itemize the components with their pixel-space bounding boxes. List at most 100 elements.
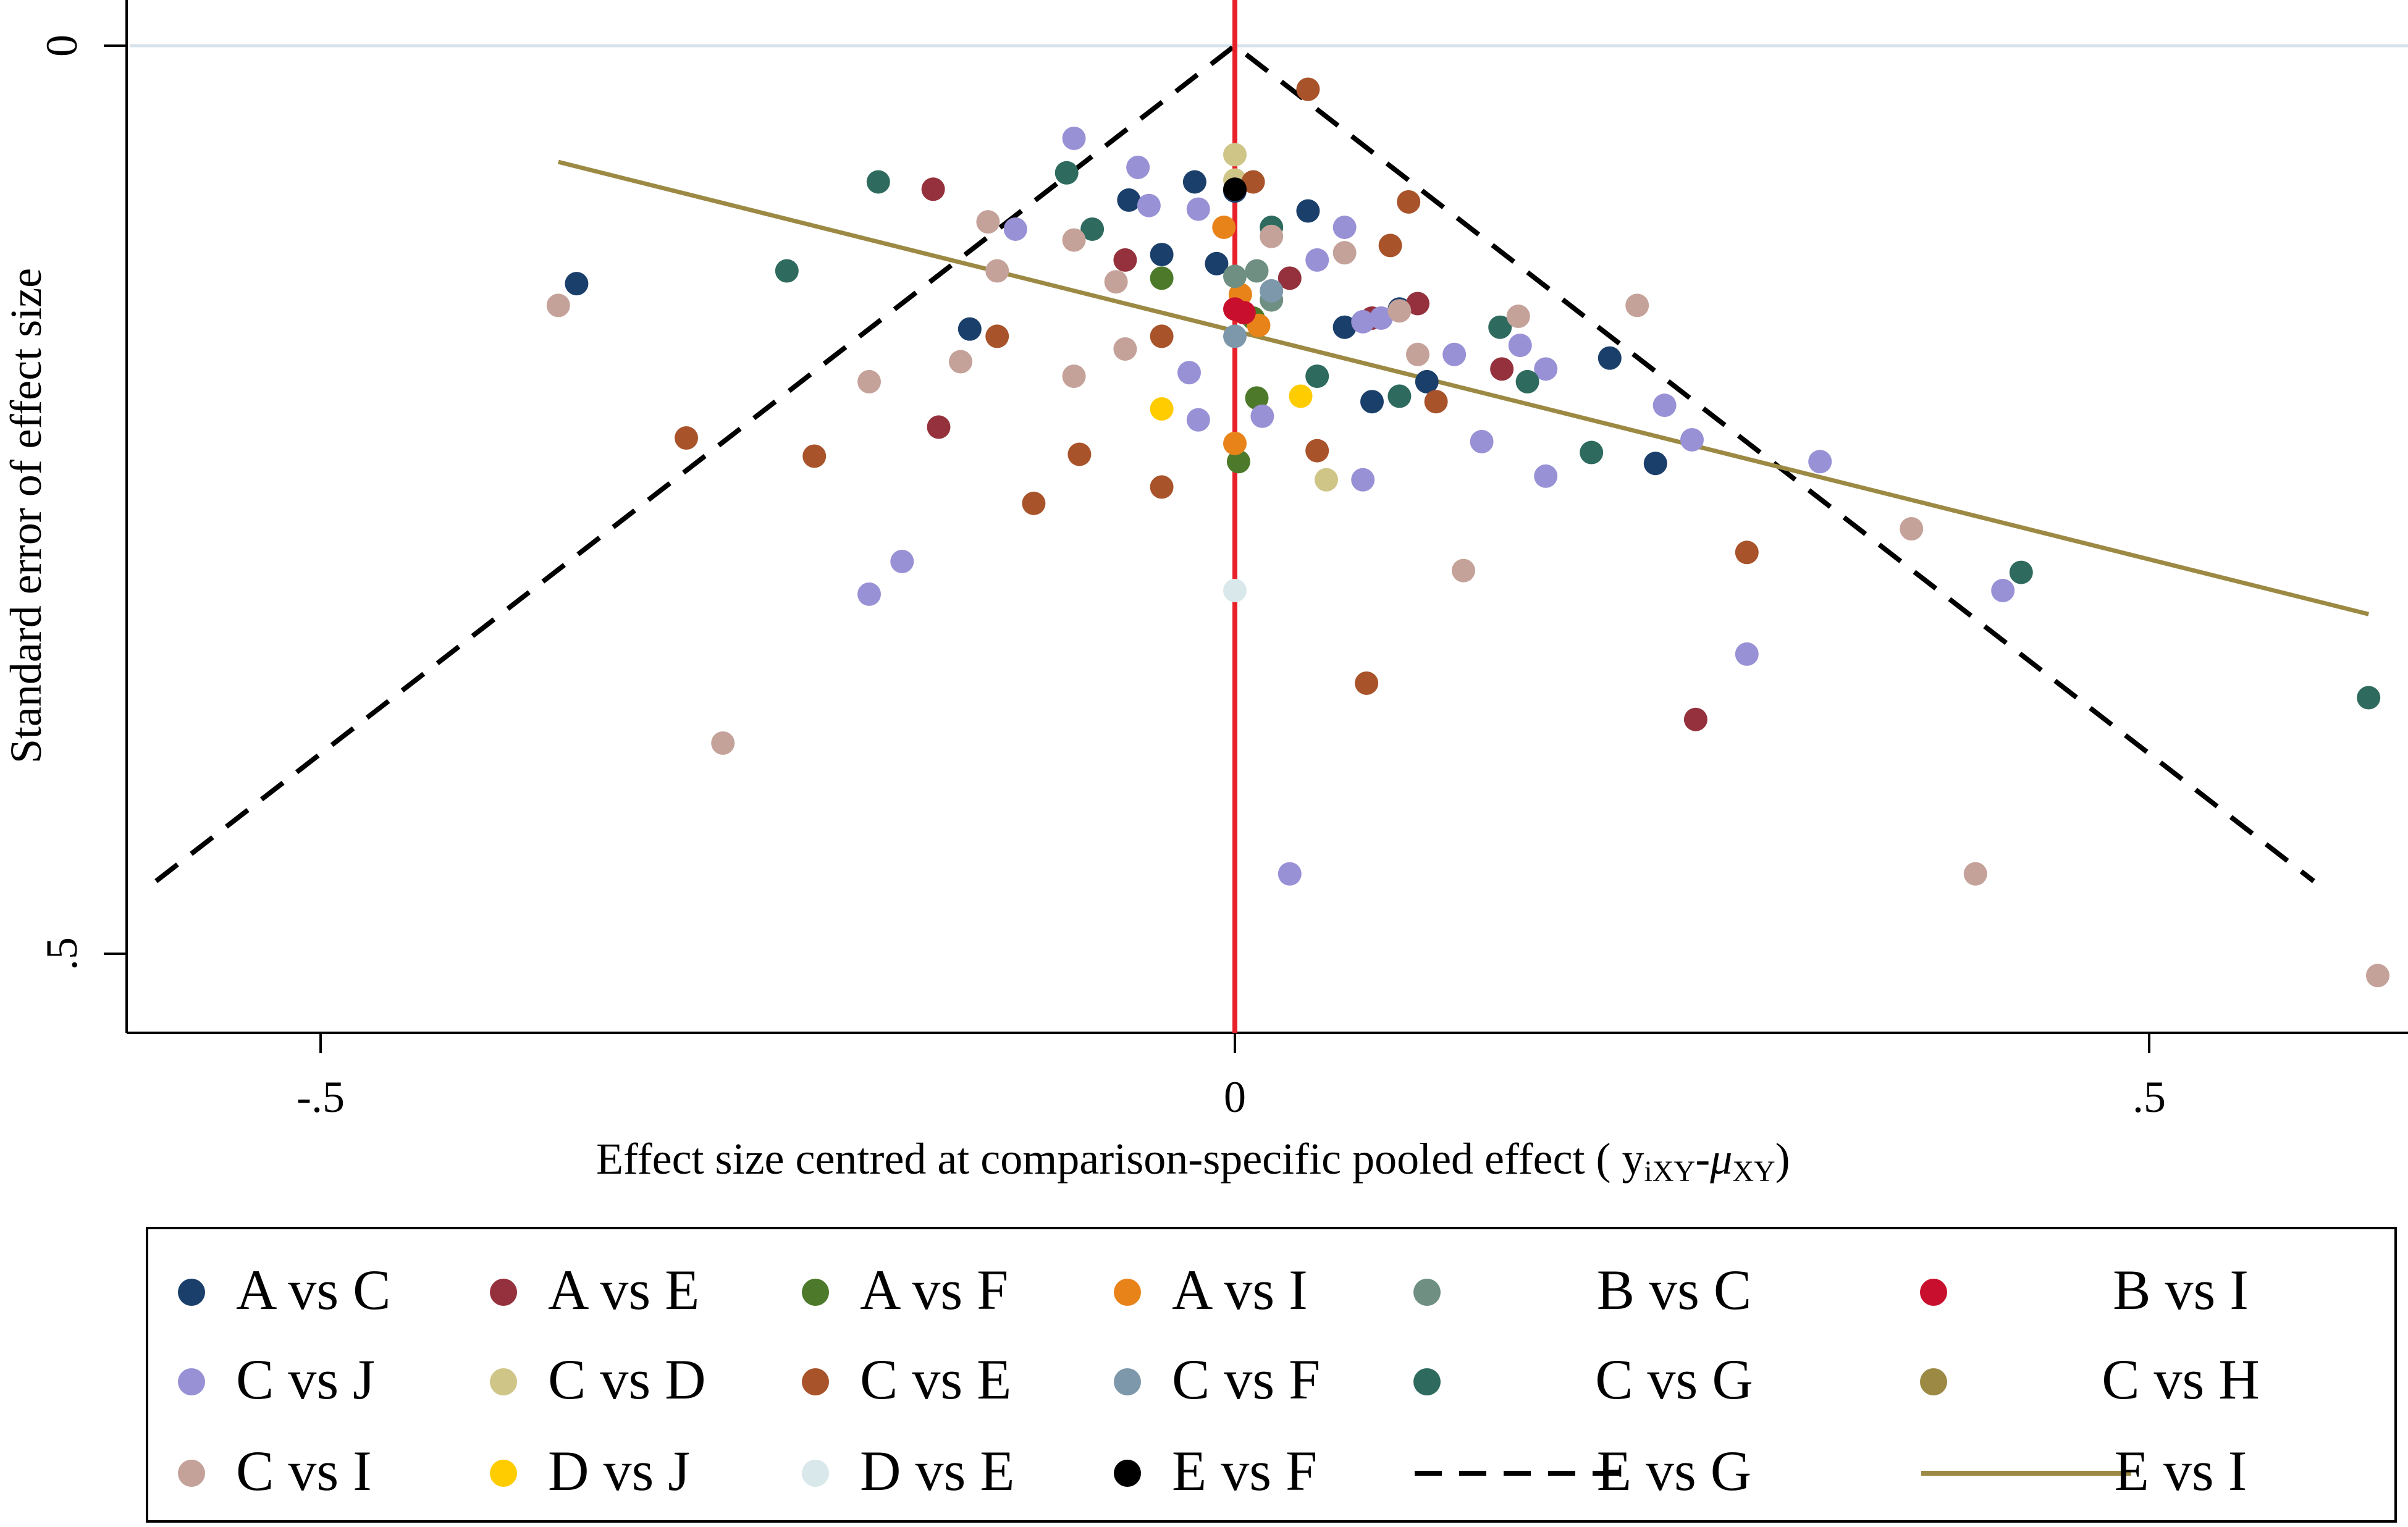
point-a-vs-e xyxy=(1278,266,1302,290)
point-a-vs-c xyxy=(1150,243,1174,267)
legend-marker-a-vs-f xyxy=(802,1279,829,1306)
legend-marker-b-vs-i xyxy=(1920,1279,1947,1306)
point-c-vs-j xyxy=(1508,334,1532,358)
point-a-vs-c xyxy=(565,272,589,296)
point-c-vs-i xyxy=(1332,241,1357,265)
legend-marker-c-vs-e xyxy=(802,1368,829,1395)
regression-line-group xyxy=(557,159,2370,616)
point-a-vs-e xyxy=(927,415,951,439)
point-c-vs-i xyxy=(985,259,1009,283)
legend-label-c-vs-j: C vs J xyxy=(236,1348,375,1411)
legend-label-b-vs-i: B vs I xyxy=(2113,1258,2249,1321)
point-c-vs-j xyxy=(1991,579,2015,602)
legend-label-a-vs-i: A vs I xyxy=(1172,1258,1308,1321)
legend-label-e-vs-g: E vs G xyxy=(1597,1439,1751,1502)
point-c-vs-j xyxy=(1126,155,1150,179)
point-c-vs-i xyxy=(1452,558,1475,583)
legend-label-e-vs-f: E vs F xyxy=(1172,1439,1317,1502)
point-a-vs-c xyxy=(1205,251,1229,276)
point-c-vs-d xyxy=(1223,143,1247,167)
point-b-vs-c xyxy=(1245,259,1269,283)
point-c-vs-i xyxy=(1406,342,1429,366)
point-c-vs-i xyxy=(1625,293,1649,318)
point-a-vs-c xyxy=(1415,369,1439,393)
point-a-vs-f xyxy=(1226,450,1250,474)
point-c-vs-j xyxy=(1062,126,1086,150)
point-c-vs-g xyxy=(1488,315,1512,339)
legend-marker-c-vs-d xyxy=(490,1368,517,1395)
point-c-vs-j xyxy=(857,582,881,606)
legend-label-c-vs-e: C vs E xyxy=(860,1348,1011,1411)
legend-marker-d-vs-e xyxy=(802,1460,829,1487)
point-c-vs-e xyxy=(1150,324,1174,348)
legend-label-c-vs-i: C vs I xyxy=(236,1439,372,1502)
point-a-vs-e xyxy=(1406,292,1429,316)
point-a-vs-i xyxy=(1223,431,1247,455)
point-a-vs-i xyxy=(1212,216,1236,239)
point-c-vs-j xyxy=(1808,450,1832,474)
point-c-vs-j xyxy=(1534,357,1558,381)
point-c-vs-e xyxy=(675,426,698,450)
point-c-vs-e xyxy=(1296,77,1320,101)
legend-label-c-vs-d: C vs D xyxy=(548,1348,706,1411)
point-c-vs-j xyxy=(1351,309,1375,334)
legend-label-a-vs-f: A vs F xyxy=(860,1258,1008,1321)
legend-label-c-vs-g: C vs G xyxy=(1595,1348,1753,1411)
point-c-vs-e xyxy=(1022,491,1046,515)
point-c-vs-i xyxy=(1387,299,1412,323)
point-c-vs-j xyxy=(1186,408,1210,432)
legend-marker-c-vs-j xyxy=(178,1368,205,1395)
point-c-vs-g xyxy=(1305,364,1329,389)
legend-label-a-vs-e: A vs E xyxy=(548,1258,699,1321)
point-c-vs-i xyxy=(857,369,881,393)
point-c-vs-j xyxy=(1534,464,1558,488)
point-c-vs-f xyxy=(1223,324,1247,348)
legend: A vs C A vs E A vs F A vs I B vs C B vs I C vs… xyxy=(178,1258,2260,1502)
legend-marker-a-vs-c xyxy=(178,1279,205,1306)
point-c-vs-g xyxy=(1580,440,1604,465)
point-c-vs-g xyxy=(1080,217,1105,241)
point-c-vs-g xyxy=(2009,560,2033,584)
point-c-vs-i xyxy=(1113,337,1137,361)
legend-marker-c-vs-f xyxy=(1114,1368,1141,1395)
funnel-line xyxy=(154,42,2315,883)
legend-label-b-vs-c: B vs C xyxy=(1597,1258,1752,1321)
point-c-vs-j xyxy=(1003,217,1027,241)
point-c-vs-e xyxy=(1305,439,1329,463)
x-axis-title: Effect size centred at comparison-specif… xyxy=(596,1134,1790,1188)
point-d-vs-j xyxy=(1150,397,1174,421)
x-tick-label: .5 xyxy=(2132,1072,2166,1122)
point-e-vs-f xyxy=(1223,177,1247,201)
point-b-vs-c xyxy=(1223,264,1247,288)
point-c-vs-e xyxy=(1067,442,1092,466)
point-c-vs-j xyxy=(1442,342,1467,366)
point-b-vs-i xyxy=(1232,301,1256,325)
point-c-vs-j xyxy=(1680,427,1704,452)
point-c-vs-i xyxy=(711,731,735,755)
point-c-vs-j xyxy=(1652,393,1677,418)
funnel-lines xyxy=(154,42,2315,883)
point-a-vs-c xyxy=(1117,188,1141,212)
point-c-vs-i xyxy=(1062,364,1086,389)
point-c-vs-i xyxy=(1104,270,1128,294)
point-c-vs-i xyxy=(2366,964,2389,988)
point-c-vs-j xyxy=(1369,306,1393,330)
point-c-vs-j xyxy=(890,549,914,573)
point-a-vs-c xyxy=(1598,346,1622,370)
x-axis-title-sub-1: iXY xyxy=(1644,1155,1696,1188)
point-c-vs-e xyxy=(1355,671,1379,695)
point-a-vs-c xyxy=(958,317,982,341)
point-c-vs-g xyxy=(866,170,890,194)
y-axis-ticks: 0.5 xyxy=(37,35,127,970)
x-tick-label: -.5 xyxy=(297,1072,345,1122)
legend-label-e-vs-i: E vs I xyxy=(2115,1439,2247,1502)
legend-label-c-vs-h: C vs H xyxy=(2102,1348,2260,1411)
legend-label-d-vs-j: D vs J xyxy=(548,1439,690,1502)
point-c-vs-e xyxy=(1378,233,1402,258)
point-c-vs-e xyxy=(1150,475,1174,499)
point-c-vs-i xyxy=(1260,224,1284,248)
point-a-vs-c xyxy=(1296,199,1320,223)
y-axis-title: Standard error of effect size xyxy=(1,268,51,764)
legend-marker-a-vs-i xyxy=(1114,1279,1141,1306)
point-a-vs-e xyxy=(1113,248,1137,272)
